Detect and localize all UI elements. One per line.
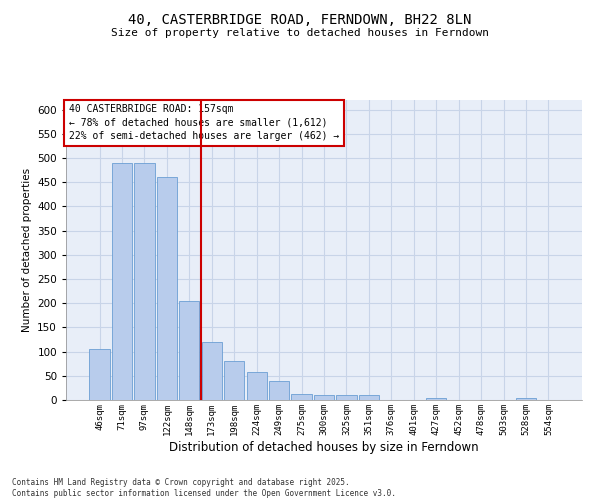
Y-axis label: Number of detached properties: Number of detached properties — [22, 168, 32, 332]
Bar — [359, 395, 379, 400]
Bar — [426, 398, 446, 400]
Bar — [202, 342, 222, 400]
Bar — [247, 372, 267, 400]
Bar — [157, 178, 177, 400]
Bar — [269, 380, 289, 400]
Text: Size of property relative to detached houses in Ferndown: Size of property relative to detached ho… — [111, 28, 489, 38]
Text: 40, CASTERBRIDGE ROAD, FERNDOWN, BH22 8LN: 40, CASTERBRIDGE ROAD, FERNDOWN, BH22 8L… — [128, 12, 472, 26]
Bar — [179, 301, 199, 400]
Bar — [134, 163, 155, 400]
Bar — [224, 362, 244, 400]
Bar — [112, 163, 132, 400]
Bar — [337, 395, 356, 400]
Bar — [516, 398, 536, 400]
X-axis label: Distribution of detached houses by size in Ferndown: Distribution of detached houses by size … — [169, 440, 479, 454]
Bar — [292, 394, 311, 400]
Bar — [89, 349, 110, 400]
Text: Contains HM Land Registry data © Crown copyright and database right 2025.
Contai: Contains HM Land Registry data © Crown c… — [12, 478, 396, 498]
Text: 40 CASTERBRIDGE ROAD: 157sqm
← 78% of detached houses are smaller (1,612)
22% of: 40 CASTERBRIDGE ROAD: 157sqm ← 78% of de… — [68, 104, 339, 141]
Bar — [314, 395, 334, 400]
